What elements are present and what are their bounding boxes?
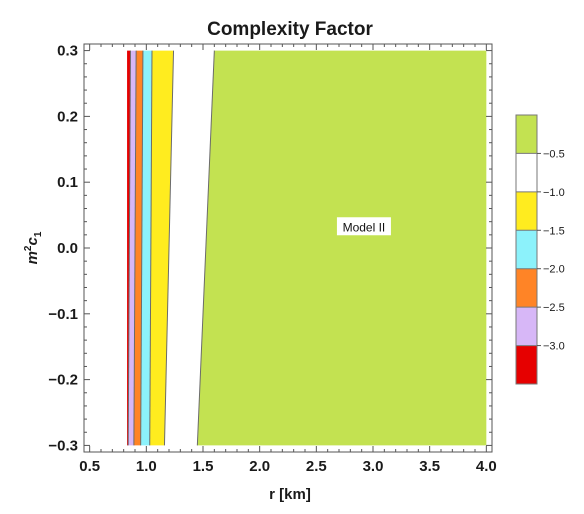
x-tick-label: 3.5 [419,458,440,475]
legend-swatch [516,230,537,269]
contour-band [197,50,487,446]
contour-line [140,50,144,446]
x-tick-label: 2.0 [249,458,270,475]
x-tick-label: 0.5 [79,458,100,475]
contour-band [164,50,215,446]
contour-line [196,50,215,446]
legend-swatch [516,307,537,346]
x-tick-label: 1.0 [136,458,157,475]
contour-band [133,50,143,446]
legend-tick-label: −1.5 [543,225,565,237]
y-tick-label: 0.3 [57,43,78,60]
contour-bands [127,50,487,446]
x-tick-label: 1.5 [193,458,214,475]
y-tick-label: 0.1 [57,174,78,191]
legend-tick-label: −2.5 [543,302,565,314]
legend-tick-label: −2.0 [543,264,565,276]
model-annotation: Model II [336,217,391,236]
annotation-text: Model II [343,220,386,234]
legend-tick-label: −1.0 [543,187,565,199]
y-tick-label: −0.2 [48,372,78,389]
legend-tick-label: −0.5 [543,148,565,160]
contour-line [133,50,137,446]
y-tick-label: 0.0 [57,240,78,257]
y-axis-label: m2c1 [23,231,44,264]
x-tick-label: 3.0 [363,458,384,475]
contour-line [127,50,131,446]
legend-swatch [516,268,537,308]
x-tick-label: 2.5 [306,458,327,475]
contour-line [163,50,175,446]
legend-swatch [516,115,537,154]
chart-title: Complexity Factor [207,19,373,40]
y-tick-label: −0.1 [48,306,78,323]
y-axis: −0.3 −0.2 −0.1 0.0 0.1 0.2 0.3 [48,43,492,454]
contour-line [149,50,153,446]
contour-lines [127,50,215,446]
contour-band [149,50,174,446]
y-tick-label: 0.2 [57,108,78,125]
legend-tick-label: −3.0 [543,341,565,353]
x-tick-label: 4.0 [476,458,497,475]
y-tick-label: −0.3 [48,437,78,454]
color-legend: −3.0 −2.5 −2.0 −1.5 −1.0 −0.5 [515,114,565,385]
annotation-box [336,217,391,236]
legend-swatch [516,153,537,192]
x-axis-label: r [km] [269,486,311,503]
legend-swatch [516,191,537,231]
legend-frame [515,114,538,385]
contour-band [140,50,152,446]
legend-swatch [516,345,537,384]
x-axis: 0.5 1.0 1.5 2.0 2.5 3.0 3.5 4.0 [79,44,497,475]
